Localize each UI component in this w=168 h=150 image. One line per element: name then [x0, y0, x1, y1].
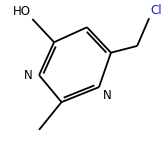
- Text: N: N: [24, 69, 32, 82]
- Text: Cl: Cl: [151, 4, 162, 17]
- Text: HO: HO: [13, 4, 31, 18]
- Text: N: N: [103, 89, 111, 102]
